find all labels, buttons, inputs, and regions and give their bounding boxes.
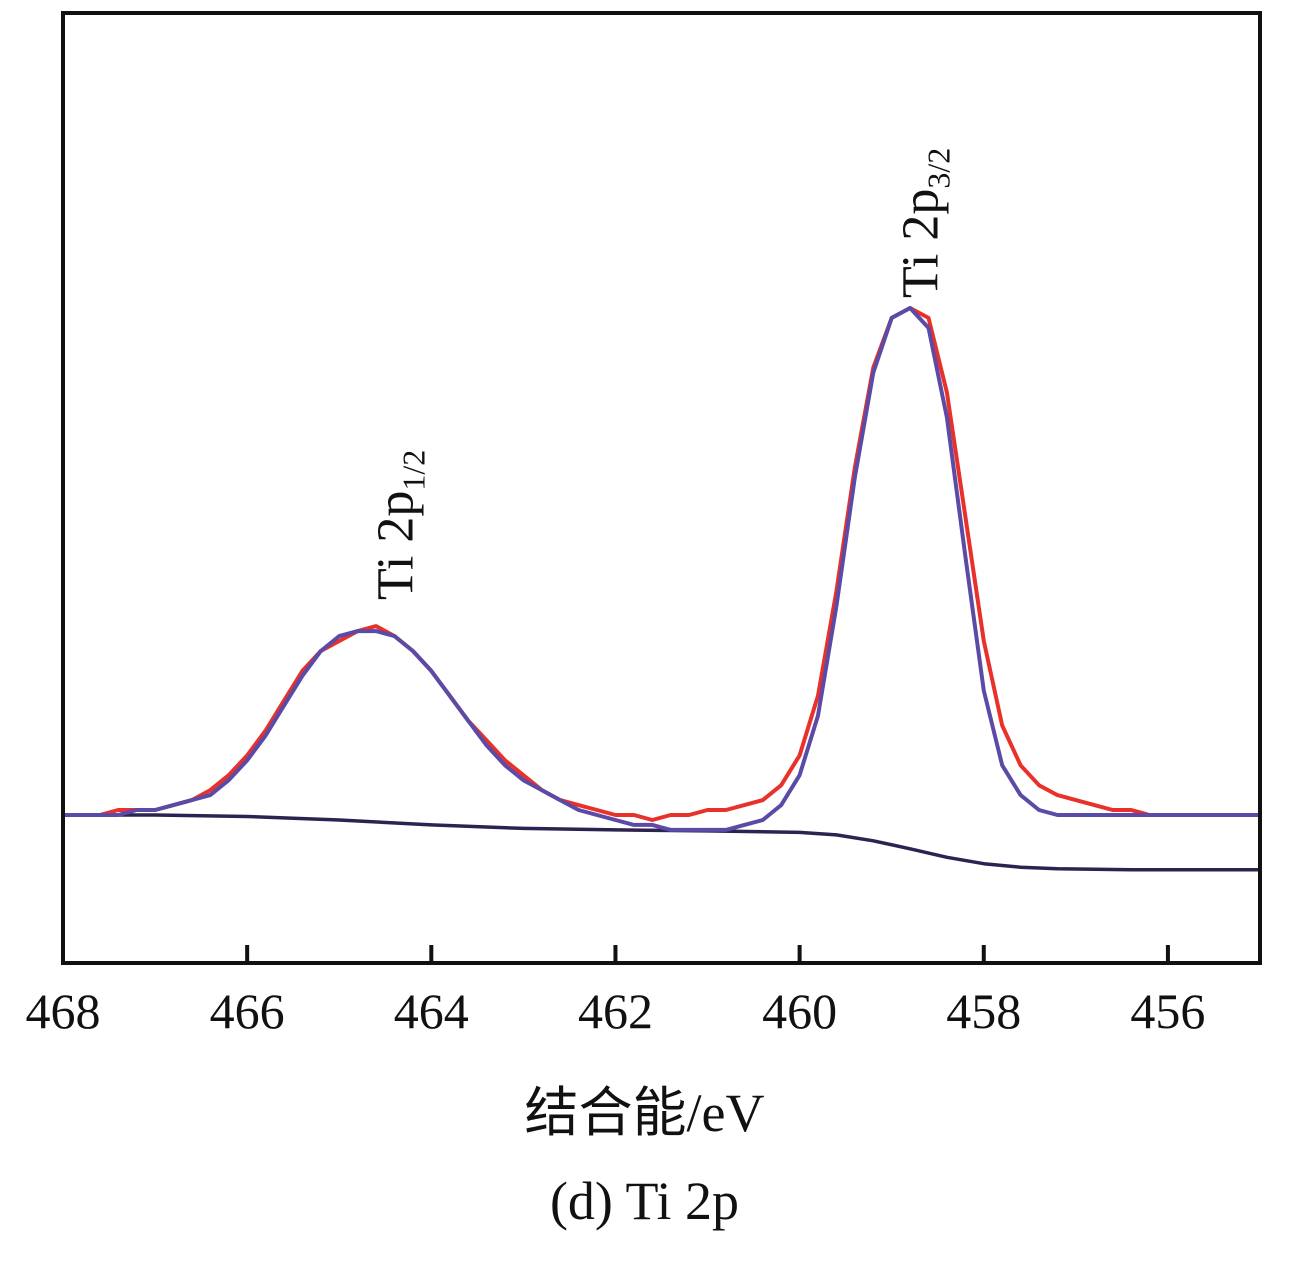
- plot-frame: [61, 11, 1262, 965]
- x-tick-label: 464: [394, 983, 469, 1039]
- peak-label: Ti 2p3/2: [892, 148, 956, 298]
- x-tick-label: 468: [26, 983, 101, 1039]
- x-axis-label: 结合能/eV: [524, 1083, 765, 1143]
- peak-label-subscript: 3/2: [920, 148, 956, 189]
- peak-label: Ti 2p1/2: [368, 450, 432, 600]
- x-tick-label: 456: [1130, 983, 1205, 1039]
- fit-curve: [63, 306, 1260, 832]
- background-curve: [63, 813, 1260, 872]
- x-tick-label: 460: [762, 983, 837, 1039]
- plot-area: [63, 306, 1260, 872]
- figure-caption: (d) Ti 2p: [549, 1171, 740, 1231]
- x-tick-label: 466: [210, 983, 285, 1039]
- peak-label-main: Ti 2p: [892, 189, 949, 298]
- measured-curve: [63, 306, 1260, 822]
- x-tick-label: 462: [578, 983, 653, 1039]
- x-axis-ticks: 468 466 464 462 460 458 456: [26, 945, 1205, 1039]
- peak-label-main: Ti 2p: [368, 491, 425, 600]
- x-tick-label: 458: [946, 983, 1021, 1039]
- peak-annotations: Ti 2p1/2Ti 2p3/2: [368, 148, 957, 600]
- peak-label-subscript: 1/2: [396, 450, 432, 491]
